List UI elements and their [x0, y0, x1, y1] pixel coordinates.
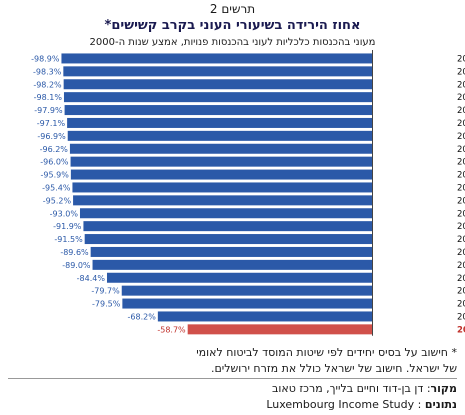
bar-19 — [122, 298, 373, 309]
bar-2 — [63, 79, 372, 90]
bar-6 — [67, 130, 372, 141]
category-label-2: נורבגיה 2004 — [457, 80, 465, 90]
chart-subtitle: מעוני בהכנסות כלכליות לעוני בהכנסות פנוי… — [89, 37, 376, 48]
footnote-line-1: * חישוב על בסיס יחידים לפי שיטות המוסד ל… — [196, 346, 457, 359]
category-label-17: הממלכה המאוחדת 2004 — [457, 274, 465, 284]
value-label-0: -98.9% — [31, 54, 60, 63]
bar-15 — [90, 246, 372, 257]
category-label-18: יוון 2004 — [457, 287, 465, 297]
bar-21 — [187, 324, 372, 335]
value-label-17: -84.4% — [77, 274, 106, 283]
bar-11 — [73, 195, 373, 206]
chart-title: אחוז הירידה בשיעורי העוני בקרב קשישים* — [104, 18, 361, 33]
value-label-1: -98.3% — [33, 67, 62, 76]
bar-17 — [106, 272, 372, 283]
category-label-10: אוסטריה 2004 — [457, 183, 465, 193]
bar-1 — [63, 66, 372, 77]
bar-chart: -98.9% צ'כיה 2004 -98.3% הונגריה 2005 -98.2%… — [31, 50, 465, 336]
category-label-8: אסטוניה 2004 — [457, 158, 465, 168]
value-label-16: -89.0% — [62, 261, 91, 270]
value-label-21: -58.7% — [157, 325, 186, 334]
category-label-20: ארצות הברית 2004 — [457, 312, 465, 322]
bar-4 — [64, 105, 373, 116]
value-label-13: -91.9% — [53, 222, 82, 231]
bar-16 — [92, 259, 372, 270]
value-label-8: -96.0% — [40, 158, 69, 167]
category-label-15: איטליה 2004 — [457, 248, 465, 258]
bar-14 — [84, 234, 372, 245]
value-label-20: -68.2% — [128, 312, 157, 321]
category-label-6: שבדיה 2005 — [457, 132, 465, 142]
bar-3 — [63, 92, 372, 103]
category-label-14: צרפת 2005 — [457, 235, 465, 245]
separator-line — [8, 378, 457, 379]
value-label-10: -95.4% — [42, 183, 71, 192]
bar-7 — [69, 143, 372, 154]
source-label: מקור — [430, 382, 457, 395]
category-label-21: ישראל 2005 — [457, 325, 465, 335]
value-label-15: -89.6% — [60, 248, 89, 257]
category-label-13: אירלנד 2004 — [457, 222, 465, 232]
category-label-9: לוקסמבורג 2004 — [457, 171, 465, 181]
value-label-7: -96.2% — [40, 145, 69, 154]
category-label-12: גרמניה 2004 — [457, 209, 465, 219]
bar-13 — [83, 221, 373, 232]
category-label-16: אוסטרליה 2003 — [457, 261, 465, 271]
value-label-9: -95.9% — [41, 171, 70, 180]
value-label-2: -98.2% — [33, 80, 62, 89]
bar-5 — [67, 117, 372, 128]
value-label-4: -97.9% — [34, 106, 63, 115]
bar-8 — [70, 156, 372, 167]
bar-9 — [70, 169, 373, 180]
bar-12 — [79, 208, 372, 219]
value-label-14: -91.5% — [54, 235, 83, 244]
footnote: * חישוב על בסיס יחידים לפי שיטות המוסד ל… — [17, 345, 457, 377]
category-label-11: קנדה 2004 — [457, 196, 465, 206]
source-line: מקור: דן בן-דוד וחיים בלייך, מרכז טאוב — [272, 382, 457, 395]
category-label-19: ספרד 2004 — [457, 300, 465, 310]
value-label-3: -98.1% — [34, 93, 63, 102]
data-source-line: נתונים : Luxembourg Income Study — [266, 398, 457, 411]
category-label-4: דנמרק 2004 — [457, 106, 465, 116]
value-label-11: -95.2% — [43, 196, 72, 205]
bar-18 — [121, 285, 372, 296]
category-label-0: צ'כיה 2004 — [457, 54, 465, 64]
bar-20 — [157, 311, 372, 322]
data-label: נתונים — [424, 398, 457, 411]
figure-label: תרשים 2 — [209, 2, 256, 16]
bar-0 — [61, 53, 372, 64]
value-label-6: -96.9% — [37, 132, 66, 141]
value-label-18: -79.7% — [91, 287, 120, 296]
data-text: : Luxembourg Income Study — [266, 398, 425, 411]
category-label-7: פולין 2004 — [457, 145, 465, 155]
source-text: : דן בן-דוד וחיים בלייך, מרכז טאוב — [272, 382, 431, 395]
bar-10 — [72, 182, 372, 193]
category-label-1: הונגריה 2005 — [457, 67, 465, 77]
category-label-3: הולנד 2004 — [457, 93, 465, 103]
value-label-19: -79.5% — [92, 300, 121, 309]
category-label-5: פינלנד 2004 — [457, 119, 465, 129]
value-label-12: -93.0% — [50, 209, 79, 218]
value-label-5: -97.1% — [37, 119, 66, 128]
footnote-line-2: של ישראל. חישוב של ישראל כולל את מזרח יר… — [210, 362, 457, 375]
